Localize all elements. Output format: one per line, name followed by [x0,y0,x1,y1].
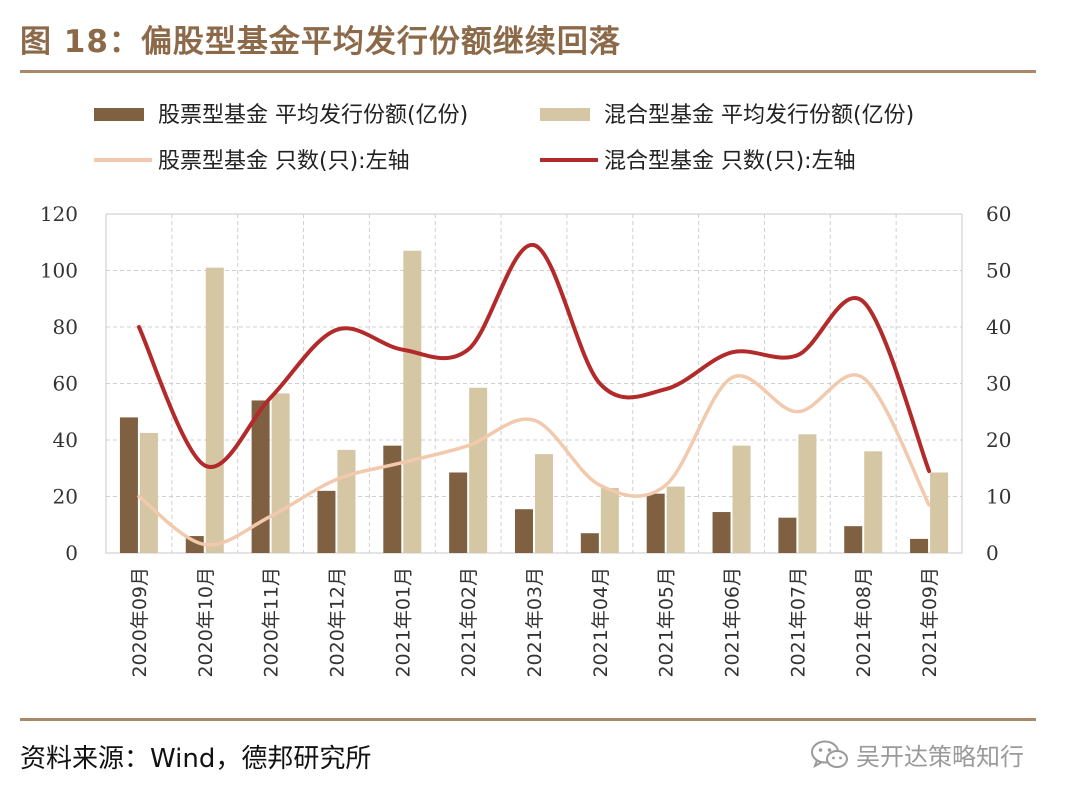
bar-stock [251,400,270,553]
bar-mixed [732,445,751,553]
x-tick-label: 2021年07月 [787,567,809,678]
y-left-tick-label: 100 [40,259,78,283]
y-left-tick-label: 40 [53,428,78,452]
y-right-tick-label: 40 [986,315,1011,339]
x-tick-label: 2021年01月 [392,567,414,678]
line-stock-count [137,373,931,547]
bar-stock [119,417,138,553]
footer-divider [20,718,1036,721]
x-tick-label: 2021年08月 [853,567,875,678]
bar-mixed [337,449,356,553]
legend-label: 股票型基金 平均发行份额(亿份) [158,103,468,128]
line-mixed-count [136,243,932,474]
bar-mixed [403,250,422,553]
title-divider [20,70,1036,73]
y-left-tick-label: 20 [53,485,78,509]
bar-mixed [600,488,619,553]
bar-stock [515,509,533,553]
legend-label: 股票型基金 只数(只):左轴 [158,149,410,174]
legend-item: 混合型基金 平均发行份额(亿份) [540,103,914,128]
legend-swatch [94,108,144,121]
y-left-tick-label: 60 [53,372,78,396]
legend-item: 混合型基金 只数(只):左轴 [540,149,856,174]
y-left-tick-label: 120 [40,202,78,226]
bar-stock [580,533,599,553]
y-right-tick-label: 60 [986,202,1011,226]
x-tick-label: 2020年12月 [326,567,348,678]
bar-stock [383,445,402,553]
y-right-tick-label: 30 [986,372,1011,396]
y-right-tick-label: 50 [986,259,1011,283]
x-tick-label: 2020年11月 [261,567,283,678]
legend-item: 股票型基金 只数(只):左轴 [94,149,410,174]
x-tick-label: 2021年09月 [919,567,941,678]
plot-area: 0 20 40 60 80 100 120 0 10 20 30 40 50 60 2020年09月 2020… [40,202,1012,678]
bar-stock [317,490,336,553]
legend-label: 混合型基金 平均发行份额(亿份) [604,103,914,128]
bar-stock [712,512,731,553]
bar-stock [646,493,665,553]
x-tick-label: 2021年03月 [524,567,546,678]
bar-mixed [930,472,949,553]
y-left-tick-label: 80 [53,315,78,339]
bar-mixed [139,432,158,553]
bar-mixed [271,393,290,553]
y-right-tick-label: 10 [986,485,1011,509]
bar-stock [844,526,863,553]
watermark-text: 吴开达策略知行 [856,743,1024,771]
bar-stock [778,517,797,553]
bar-mixed [469,387,488,553]
chart-legend: 股票型基金 平均发行份额(亿份) 混合型基金 平均发行份额(亿份) 股票型基金 只数… [94,103,914,174]
legend-label: 混合型基金 只数(只):左轴 [604,149,856,174]
y-right-tick-label: 20 [986,428,1011,452]
bar-stock [910,538,929,553]
x-tick-label: 2021年06月 [722,567,744,678]
wechat-icon [811,740,848,768]
y-left-tick-label: 0 [65,541,78,565]
x-tick-label: 2021年04月 [590,567,612,678]
bar-mixed [666,486,685,553]
bar-mixed [864,451,883,553]
x-tick-label: 2021年02月 [458,567,480,678]
bar-mixed [205,267,224,553]
x-tick-label: 2020年09月 [129,567,151,678]
figure-title: 图 18：偏股型基金平均发行份额继续回落 [20,24,621,60]
watermark: 吴开达策略知行 [810,737,1024,772]
legend-swatch [540,108,590,121]
bar-stock [449,472,468,553]
x-tick-label: 2021年05月 [656,567,678,678]
x-tick-label: 2020年10月 [195,567,217,678]
bar-mixed [535,454,553,553]
legend-item: 股票型基金 平均发行份额(亿份) [94,103,468,128]
source-note: 资料来源：Wind，德邦研究所 [20,744,372,774]
y-right-tick-label: 0 [986,541,999,565]
chart: 股票型基金 平均发行份额(亿份) 混合型基金 平均发行份额(亿份) 股票型基金 只数… [40,103,1012,678]
bar-mixed [798,434,817,553]
